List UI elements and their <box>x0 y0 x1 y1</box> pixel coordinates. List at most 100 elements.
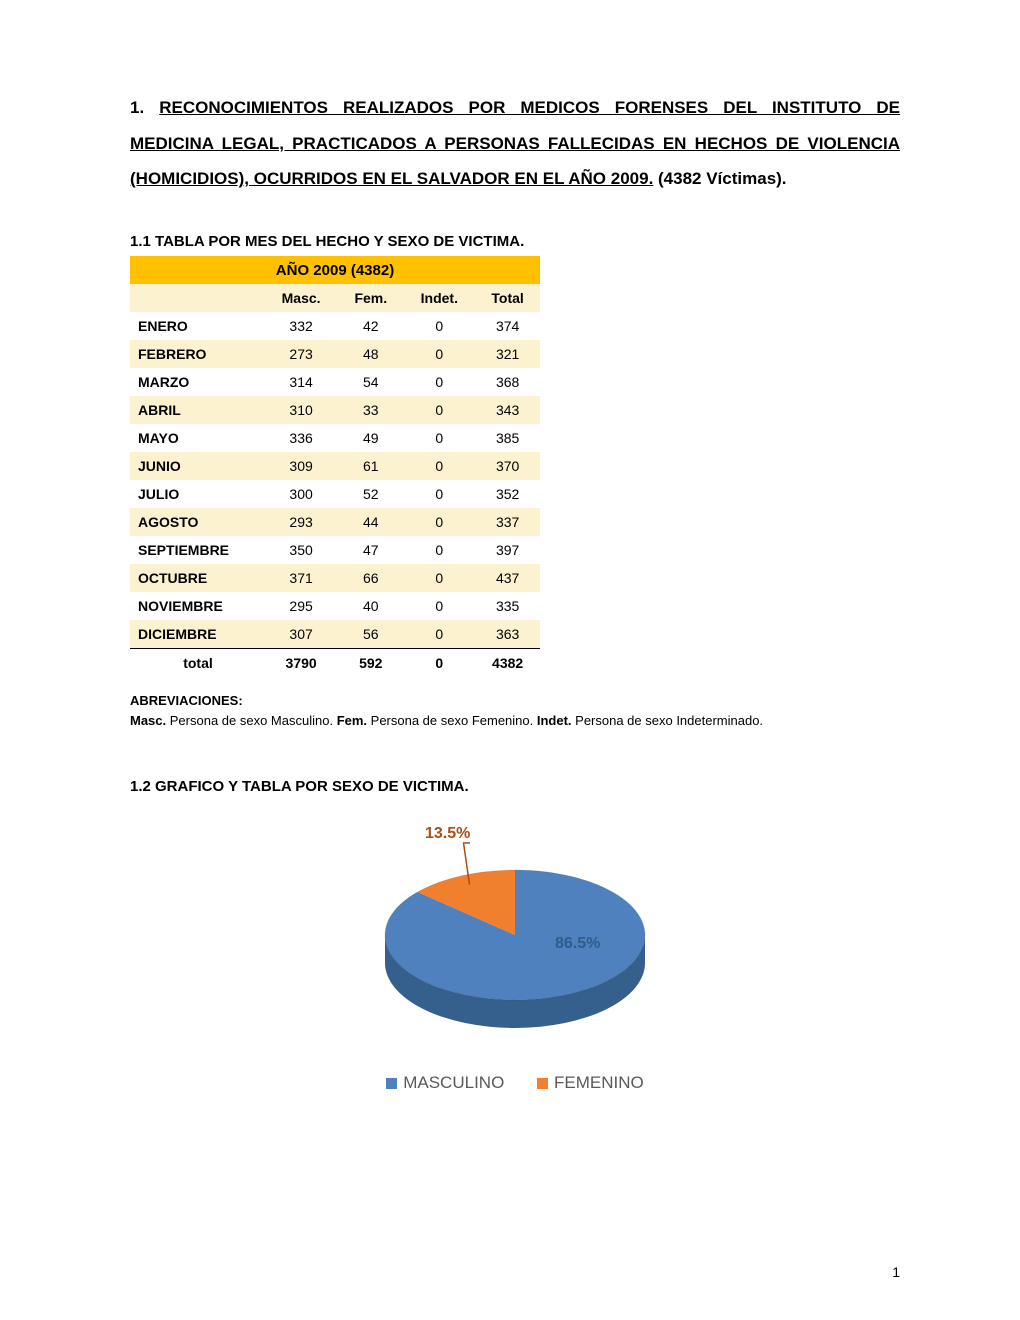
cell-month: MAYO <box>130 424 264 452</box>
table-row: NOVIEMBRE295400335 <box>130 592 540 620</box>
cell-fem: 47 <box>338 536 403 564</box>
cell-month: NOVIEMBRE <box>130 592 264 620</box>
table-total-row: total 3790 592 0 4382 <box>130 649 540 678</box>
cell-total: 374 <box>475 312 540 340</box>
table-section-title: 1.1 TABLA POR MES DEL HECHO Y SEXO DE VI… <box>130 233 900 250</box>
col-masc: Masc. <box>264 284 338 312</box>
cell-indet: 0 <box>403 452 475 480</box>
legend-masculino: MASCULINO <box>386 1073 504 1093</box>
table-row: JUNIO309610370 <box>130 452 540 480</box>
cell-indet: 0 <box>403 564 475 592</box>
cell-indet: 0 <box>403 620 475 649</box>
abbrev-desc: Persona de sexo Masculino. <box>166 713 337 728</box>
pie-chart: 13.5% 86.5% MASCULINO FEMENINO <box>255 825 775 1093</box>
cell-masc: 300 <box>264 480 338 508</box>
cell-masc: 336 <box>264 424 338 452</box>
table-header-row: Masc. Fem. Indet. Total <box>130 284 540 312</box>
table-row: JULIO300520352 <box>130 480 540 508</box>
cell-month: MARZO <box>130 368 264 396</box>
abbrev-desc: Persona de sexo Indeterminado. <box>572 713 764 728</box>
cell-indet: 0 <box>403 592 475 620</box>
cell-masc: 310 <box>264 396 338 424</box>
cell-total: 370 <box>475 452 540 480</box>
cell-fem: 48 <box>338 340 403 368</box>
cell-total: 335 <box>475 592 540 620</box>
total-indet: 0 <box>403 649 475 678</box>
table-title: AÑO 2009 (4382) <box>130 256 540 284</box>
legend-femenino: FEMENINO <box>537 1073 644 1093</box>
table-title-row: AÑO 2009 (4382) <box>130 256 540 284</box>
cell-month: ENERO <box>130 312 264 340</box>
cell-masc: 371 <box>264 564 338 592</box>
cell-fem: 40 <box>338 592 403 620</box>
cell-masc: 309 <box>264 452 338 480</box>
legend-label-fem: FEMENINO <box>554 1073 644 1092</box>
table-row: MARZO314540368 <box>130 368 540 396</box>
col-blank <box>130 284 264 312</box>
table-row: FEBRERO273480321 <box>130 340 540 368</box>
cell-indet: 0 <box>403 312 475 340</box>
table-row: OCTUBRE371660437 <box>130 564 540 592</box>
legend-label-masc: MASCULINO <box>403 1073 504 1092</box>
cell-masc: 293 <box>264 508 338 536</box>
cell-masc: 307 <box>264 620 338 649</box>
cell-total: 343 <box>475 396 540 424</box>
table-row: AGOSTO293440337 <box>130 508 540 536</box>
pie-label-big: 86.5% <box>555 935 600 953</box>
cell-fem: 56 <box>338 620 403 649</box>
total-label: total <box>130 649 264 678</box>
col-indet: Indet. <box>403 284 475 312</box>
legend-square-fem <box>537 1078 548 1089</box>
cell-indet: 0 <box>403 536 475 564</box>
table-row: ABRIL310330343 <box>130 396 540 424</box>
cell-month: DICIEMBRE <box>130 620 264 649</box>
chart-section-title: 1.2 GRAFICO Y TABLA POR SEXO DE VICTIMA. <box>130 778 900 795</box>
cell-fem: 42 <box>338 312 403 340</box>
cell-total: 321 <box>475 340 540 368</box>
table-row: SEPTIEMBRE350470397 <box>130 536 540 564</box>
abbreviations: ABREVIACIONES: Masc. Persona de sexo Mas… <box>130 691 900 730</box>
cell-total: 437 <box>475 564 540 592</box>
table-row: ENERO332420374 <box>130 312 540 340</box>
abbrev-abbr: Masc. <box>130 713 166 728</box>
heading-number: 1. <box>130 98 144 117</box>
pie-svg <box>345 825 685 1045</box>
cell-indet: 0 <box>403 508 475 536</box>
main-heading: 1. RECONOCIMIENTOS REALIZADOS POR MEDICO… <box>130 90 900 197</box>
cell-fem: 49 <box>338 424 403 452</box>
cell-month: AGOSTO <box>130 508 264 536</box>
cell-masc: 332 <box>264 312 338 340</box>
cell-total: 352 <box>475 480 540 508</box>
cell-total: 363 <box>475 620 540 649</box>
cell-total: 337 <box>475 508 540 536</box>
cell-masc: 273 <box>264 340 338 368</box>
cell-month: OCTUBRE <box>130 564 264 592</box>
cell-month: JULIO <box>130 480 264 508</box>
cell-masc: 295 <box>264 592 338 620</box>
col-total: Total <box>475 284 540 312</box>
legend-square-masc <box>386 1078 397 1089</box>
cell-indet: 0 <box>403 368 475 396</box>
heading-suffix: (4382 Víctimas). <box>653 169 786 188</box>
cell-total: 368 <box>475 368 540 396</box>
abbrev-desc: Persona de sexo Femenino. <box>367 713 537 728</box>
cell-month: SEPTIEMBRE <box>130 536 264 564</box>
cell-fem: 61 <box>338 452 403 480</box>
cell-total: 397 <box>475 536 540 564</box>
table-row: MAYO336490385 <box>130 424 540 452</box>
cell-fem: 44 <box>338 508 403 536</box>
cell-indet: 0 <box>403 480 475 508</box>
victims-table: AÑO 2009 (4382) Masc. Fem. Indet. Total … <box>130 256 540 677</box>
col-fem: Fem. <box>338 284 403 312</box>
abbrev-title: ABREVIACIONES: <box>130 693 243 708</box>
table-row: DICIEMBRE307560363 <box>130 620 540 649</box>
cell-indet: 0 <box>403 424 475 452</box>
cell-masc: 314 <box>264 368 338 396</box>
cell-fem: 54 <box>338 368 403 396</box>
cell-total: 385 <box>475 424 540 452</box>
total-total: 4382 <box>475 649 540 678</box>
pie-label-small: 13.5% <box>425 825 470 843</box>
cell-month: JUNIO <box>130 452 264 480</box>
page-number: 1 <box>892 1264 900 1280</box>
total-fem: 592 <box>338 649 403 678</box>
